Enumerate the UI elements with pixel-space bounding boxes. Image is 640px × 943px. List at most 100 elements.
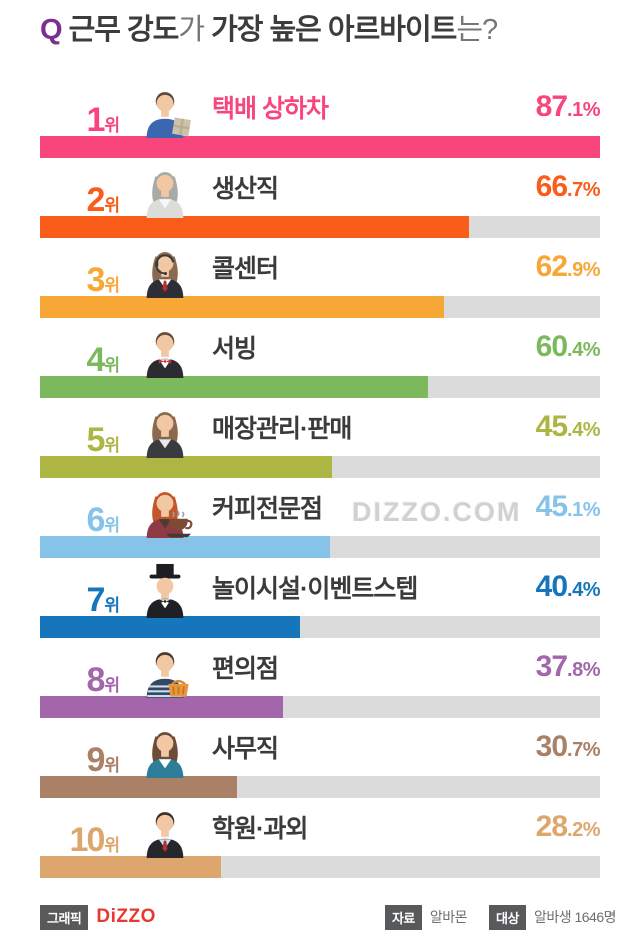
percent-integer: 28	[535, 810, 568, 843]
rank-number: 4	[86, 341, 105, 380]
title-segment: 근무 강도	[68, 14, 180, 46]
rank-number: 7	[86, 581, 105, 620]
rank-label: 6 위	[40, 501, 120, 540]
bar-track	[40, 216, 600, 238]
source-group: 자료 알바몬	[384, 904, 468, 930]
rank-number: 3	[86, 261, 105, 300]
bar-track	[40, 136, 600, 158]
title-segment: 는?	[456, 14, 498, 46]
row-header: 4 위 서빙 60 .4%	[40, 318, 601, 380]
percent-fraction: .7%	[567, 739, 600, 761]
bar-fill	[40, 616, 300, 638]
rank-suffix: 위	[104, 356, 120, 376]
bar-fill	[40, 376, 429, 398]
ranking-row: 6 위 커피전문점 45 .1%	[40, 478, 600, 558]
question-mark-icon: Q	[40, 14, 63, 46]
percent-fraction: .2%	[567, 819, 600, 841]
percent-fraction: .4%	[567, 339, 600, 361]
percent-integer: 37	[535, 650, 568, 683]
job-label: 서빙	[212, 335, 257, 363]
magician-icon	[134, 563, 196, 619]
percent-fraction: .4%	[567, 579, 600, 601]
job-label: 편의점	[212, 655, 279, 683]
bar-track	[40, 536, 600, 558]
rank-number: 10	[69, 821, 106, 860]
row-header: 9 위 사무직 30 .7%	[40, 718, 601, 779]
call-center-agent-icon	[134, 243, 196, 299]
rank-suffix: 위	[104, 276, 120, 296]
row-header: 2 위 생산직 66 .7%	[40, 158, 600, 219]
ranking-row: 9 위 사무직 30 .7%	[40, 718, 600, 798]
page-title: Q 근무 강도가 가장 높은 아르바이트는?	[0, 0, 640, 48]
rank-suffix: 위	[104, 436, 120, 456]
bar-track	[40, 856, 600, 878]
waiter-icon	[134, 323, 196, 379]
percent-value: 28 .2%	[535, 810, 601, 844]
percent-value: 37 .8%	[535, 650, 601, 684]
rank-label: 9 위	[40, 743, 120, 777]
bar-fill	[40, 296, 445, 318]
rank-suffix: 위	[104, 756, 120, 776]
target-value: 알바생 1646명	[533, 909, 617, 925]
rank-label: 1 위	[40, 101, 120, 140]
rank-label: 8 위	[40, 663, 120, 697]
ranking-row: 1 위 택배 상하차 87 .1%	[40, 78, 600, 158]
row-header: 3 위 콜센터 62 .9%	[40, 238, 600, 300]
percent-value: 30 .7%	[536, 730, 601, 764]
percent-integer: 62	[535, 250, 568, 283]
job-label: 학원·과외	[212, 815, 308, 843]
ranking-row: 2 위 생산직 66 .7%	[40, 158, 600, 238]
percent-fraction: .1%	[567, 499, 600, 521]
row-header: 6 위 커피전문점 45 .1%	[40, 478, 600, 540]
percent-fraction: .7%	[567, 179, 600, 201]
ranking-row: 4 위 서빙 60 .4%	[40, 318, 600, 398]
footer: 그래픽 DiZZO 자료 알바몬 대상 알바생 1646명	[0, 904, 640, 930]
percent-fraction: .4%	[567, 419, 600, 441]
dizzo-logo: DiZZO	[96, 906, 156, 927]
rank-label: 5 위	[40, 421, 120, 460]
barista-icon	[134, 483, 196, 539]
rank-suffix: 위	[104, 596, 120, 616]
percent-integer: 45	[535, 410, 568, 443]
bar-track	[40, 776, 600, 798]
row-header: 7 위 놀이시설·이벤트스텝 40 .4%	[40, 558, 601, 620]
ranking-list: 1 위 택배 상하차 87 .1% 2 위 생산직 66 .7%	[0, 78, 640, 878]
bar-track	[40, 376, 600, 398]
percent-value: 87 .1%	[536, 90, 601, 124]
rank-number: 1	[86, 101, 105, 140]
bar-fill	[40, 216, 469, 238]
bar-fill	[40, 536, 330, 558]
job-label: 커피전문점	[212, 495, 323, 523]
percent-integer: 45	[535, 490, 568, 523]
percent-integer: 40	[535, 570, 568, 603]
job-label: 사무직	[212, 735, 279, 763]
title-segment: 가장 높은 아르바이트	[204, 14, 457, 46]
rank-label: 4 위	[40, 341, 120, 380]
rank-number: 5	[86, 421, 105, 460]
bar-track	[40, 296, 600, 318]
ranking-row: 8 위 편의점 37 .8%	[40, 638, 600, 718]
rank-suffix: 위	[104, 196, 120, 216]
production-worker-icon	[134, 163, 196, 219]
dizzo-watermark: DIZZO.COM	[352, 497, 522, 527]
delivery-worker-icon	[134, 83, 196, 139]
percent-fraction: .8%	[567, 659, 600, 681]
row-header: 1 위 택배 상하차 87 .1%	[40, 78, 601, 140]
rank-suffix: 위	[104, 116, 120, 136]
graphic-badge: 그래픽	[40, 904, 89, 930]
footer-meta: 자료 알바몬 대상 알바생 1646명	[384, 904, 617, 930]
percent-value: 60 .4%	[535, 330, 601, 364]
rank-number: 6	[86, 501, 105, 540]
convenience-store-clerk-icon	[134, 643, 196, 699]
percent-value: 40 .4%	[535, 570, 601, 604]
rank-label: 2 위	[40, 183, 120, 217]
bar-track	[40, 696, 600, 718]
rank-label: 3 위	[40, 261, 120, 300]
rank-suffix: 위	[104, 836, 120, 856]
source-badge: 자료	[384, 904, 422, 930]
bar-fill	[40, 136, 600, 158]
rank-label: 7 위	[40, 581, 120, 620]
percent-integer: 60	[535, 330, 568, 363]
ranking-row: 7 위 놀이시설·이벤트스텝 40 .4%	[40, 558, 600, 638]
